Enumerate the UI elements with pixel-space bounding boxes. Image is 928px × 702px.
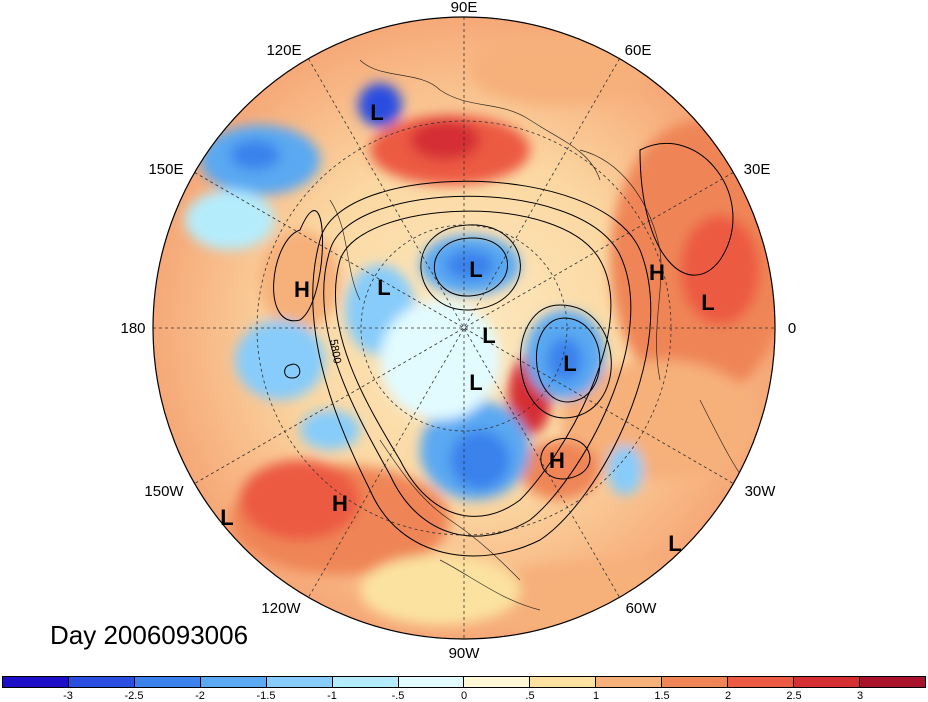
pressure-center-low: L xyxy=(701,290,714,315)
colorbar-tick-label: .5 xyxy=(525,690,535,702)
colorbar-tick-label: 3 xyxy=(856,690,864,702)
colorbar-tick-label: -1 xyxy=(327,690,337,702)
pressure-center-high: H xyxy=(294,277,310,302)
lon-label-30w: 30W xyxy=(745,483,777,500)
colorbar-swatch xyxy=(794,677,860,687)
colorbar-swatch xyxy=(332,677,399,687)
colorbar-swatch xyxy=(68,677,135,687)
pressure-center-high: H xyxy=(649,260,665,285)
pressure-center-high: H xyxy=(332,491,348,516)
pressure-center-high: H xyxy=(549,448,565,473)
pressure-center-low: L xyxy=(370,100,383,125)
map-boundary xyxy=(152,16,776,640)
lon-label-90e: 90E xyxy=(451,0,478,16)
lon-label-60e: 60E xyxy=(625,42,652,59)
lon-label-120w: 120W xyxy=(261,600,301,617)
colorbar-tick-label: -2.5 xyxy=(124,690,144,702)
colorbar-swatch xyxy=(464,677,531,687)
colorbar xyxy=(2,676,926,688)
pressure-center-low: L xyxy=(668,531,681,556)
pressure-center-low: L xyxy=(220,505,233,530)
colorbar-swatch xyxy=(596,677,663,687)
colorbar-swatch xyxy=(728,677,795,687)
lon-label-30e: 30E xyxy=(744,161,771,178)
colorbar-swatch xyxy=(859,677,925,687)
lon-label-150w: 150W xyxy=(144,483,184,500)
height-contours xyxy=(273,143,734,557)
colorbar-swatch xyxy=(662,677,729,687)
pressure-center-low: L xyxy=(377,275,390,300)
pressure-center-low: L xyxy=(563,351,576,376)
coastlines xyxy=(329,59,761,611)
colorbar-tick-label: 2 xyxy=(724,690,732,702)
colorbar-tick-label: -.5 xyxy=(391,690,405,702)
colorbar-swatch xyxy=(530,677,597,687)
lon-label-0: 0 xyxy=(788,320,796,337)
anomaly-shading xyxy=(153,17,775,639)
pressure-center-low: L xyxy=(482,323,495,348)
colorbar-tick-label: 0 xyxy=(460,690,468,702)
colorbar-tick-labels: -3 -2.5 -2 -1.5 -1 -.5 0 .5 1 1.5 2 2.5 3 xyxy=(0,690,928,702)
colorbar-tick-label: -3 xyxy=(63,690,73,702)
contour-label-5800: 5800 xyxy=(327,338,343,364)
colorbar-swatch xyxy=(3,677,69,687)
colorbar-swatch xyxy=(398,677,465,687)
pressure-center-low: L xyxy=(469,257,482,282)
lon-label-90w: 90W xyxy=(449,645,481,662)
colorbar-tick-label: 1 xyxy=(592,690,600,702)
lon-label-180: 180 xyxy=(120,320,145,337)
colorbar-swatch xyxy=(200,677,267,687)
lon-label-150e: 150E xyxy=(148,161,183,178)
lon-label-120e: 120E xyxy=(266,42,301,59)
colorbar-tick-label: 2.5 xyxy=(786,690,802,702)
map-title: Day 2006093006 xyxy=(50,620,249,650)
colorbar-tick-label: -1.5 xyxy=(256,690,276,702)
pressure-center-low: L xyxy=(469,370,482,395)
graticule xyxy=(153,17,775,639)
lon-label-60w: 60W xyxy=(626,600,658,617)
colorbar-tick-label: 1.5 xyxy=(654,690,670,702)
colorbar-swatch xyxy=(134,677,201,687)
colorbar-tick-label: -2 xyxy=(195,690,205,702)
colorbar-swatch xyxy=(266,677,333,687)
